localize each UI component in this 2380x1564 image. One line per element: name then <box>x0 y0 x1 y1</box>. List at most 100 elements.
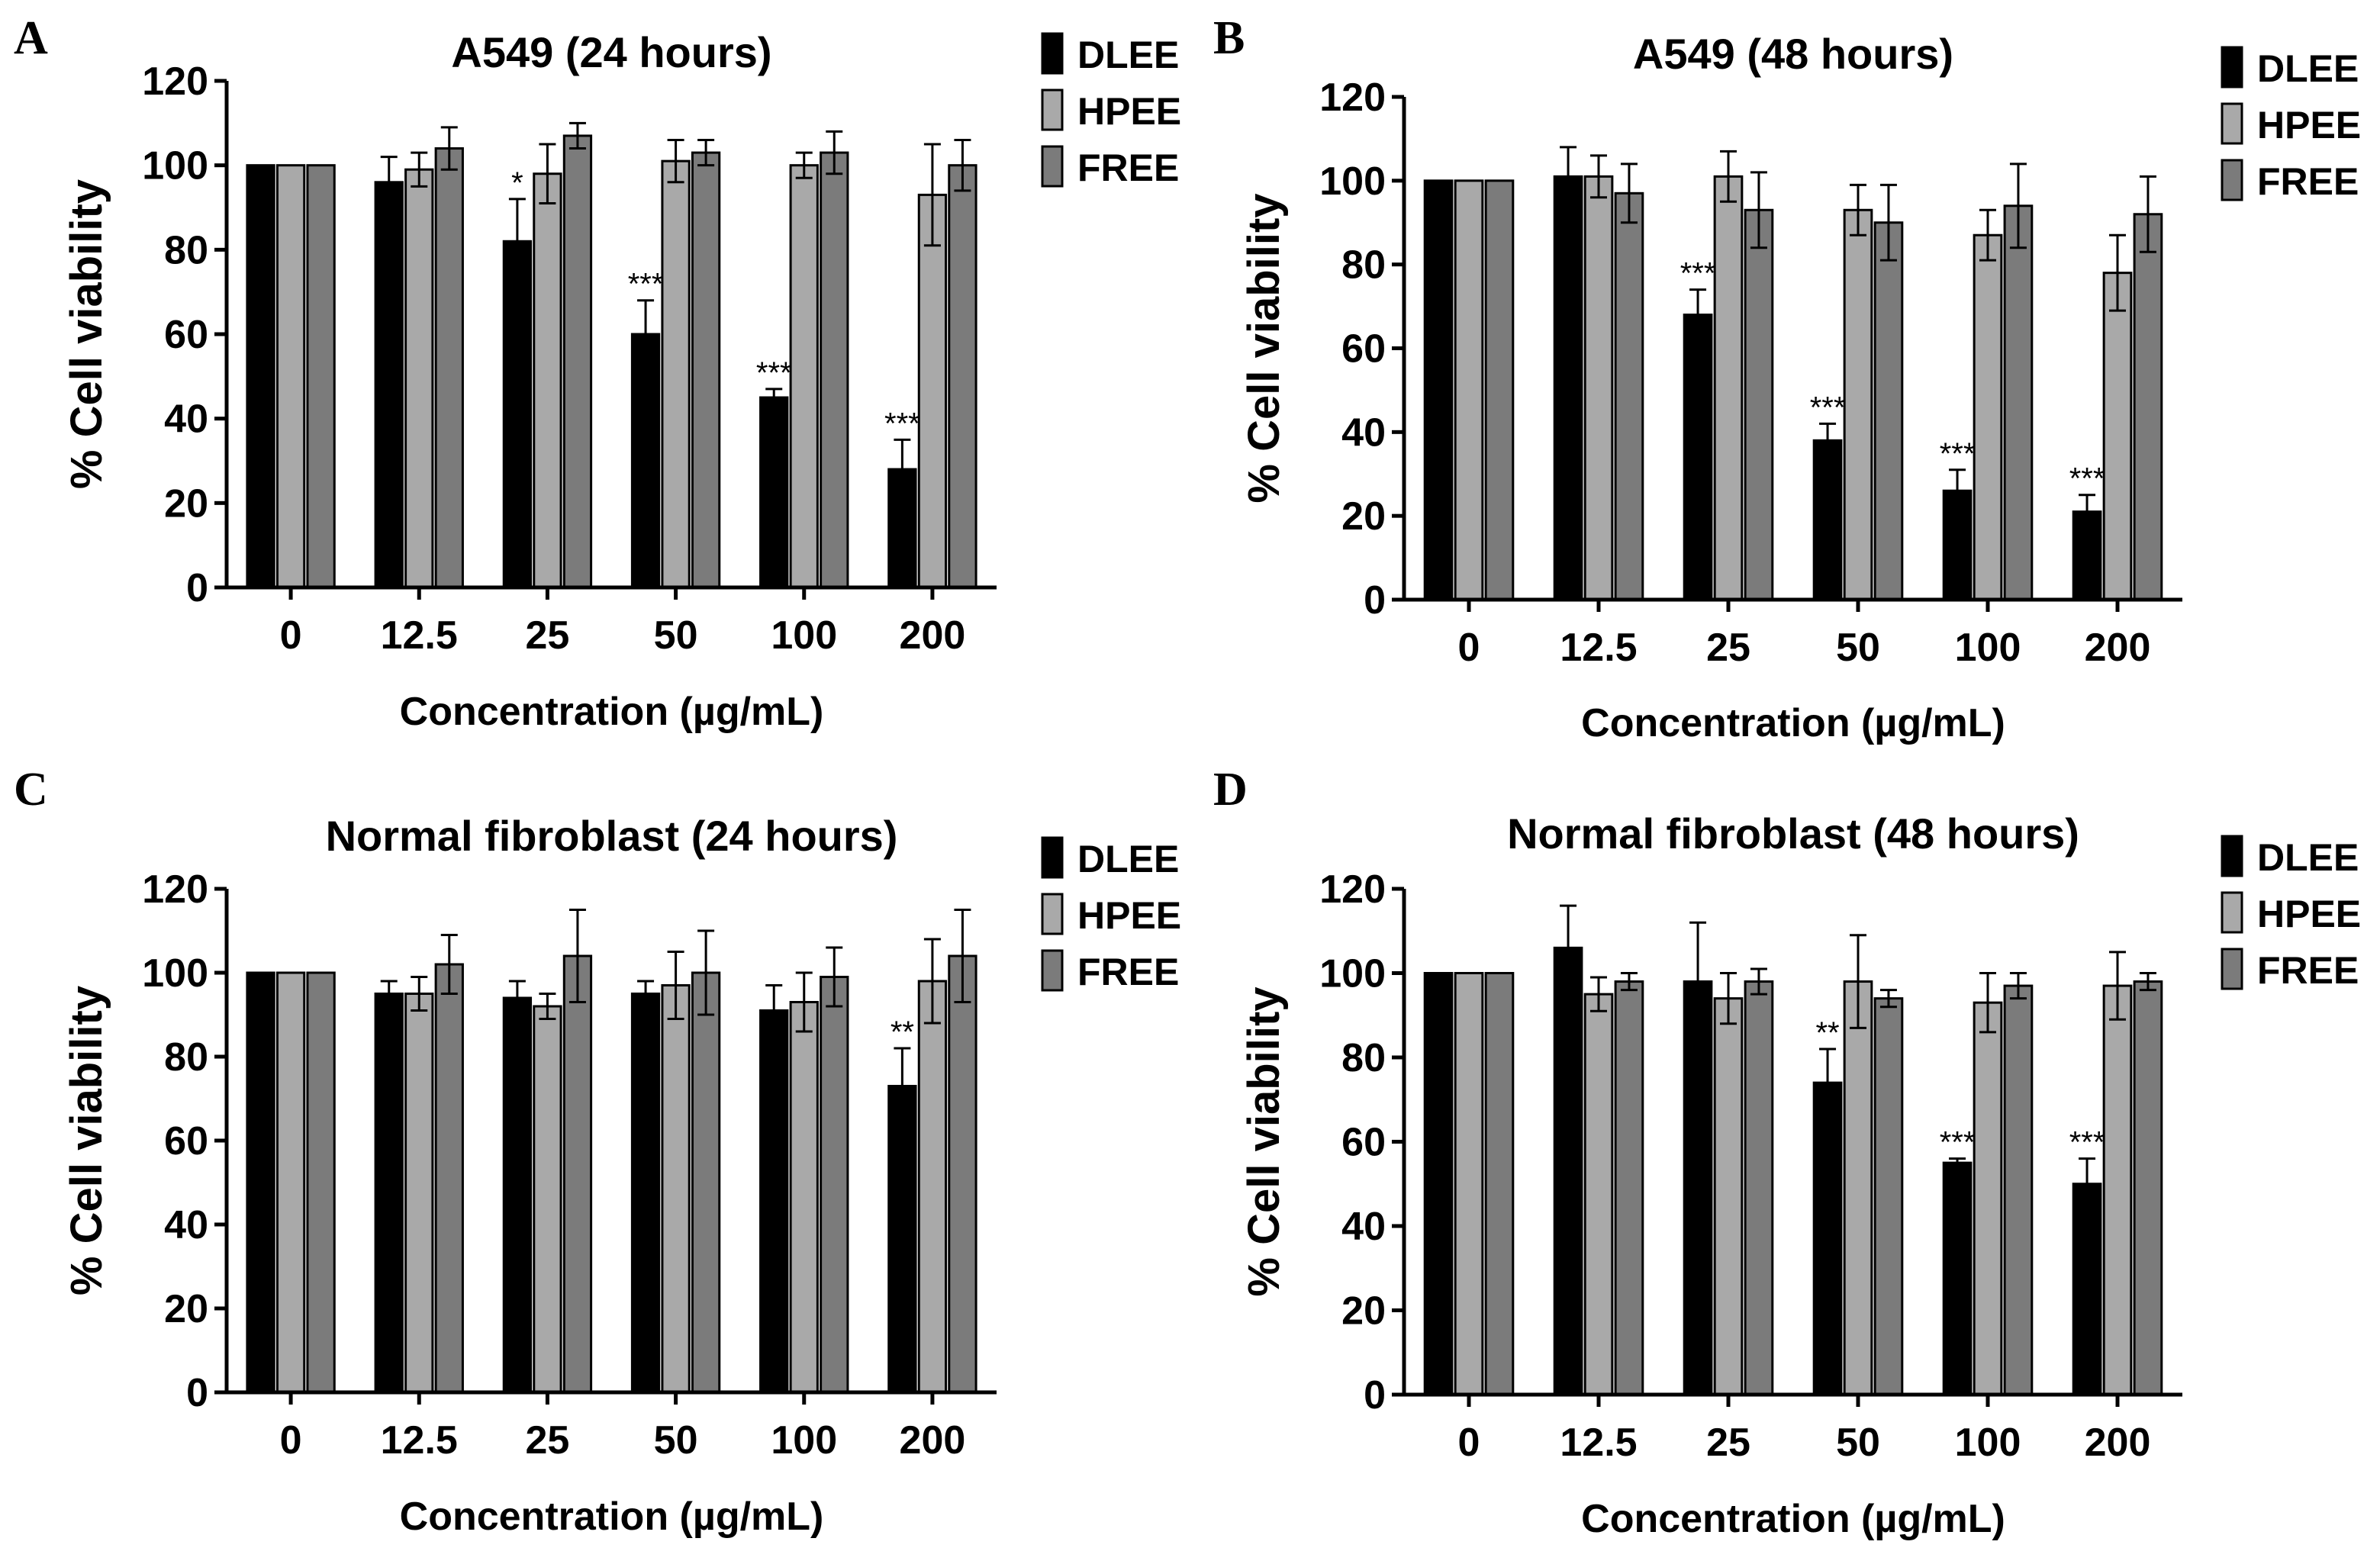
y-axis-label: % Cell viability <box>62 986 111 1295</box>
legend-label-dlee: DLEE <box>1077 34 1179 76</box>
bar-free-50 <box>1873 997 1904 1396</box>
bar-dlee-0 <box>246 164 275 589</box>
panel-letter: D <box>1213 764 1248 816</box>
bar-free-25 <box>562 134 593 589</box>
y-tick-label: 0 <box>1364 578 1386 623</box>
legend: DLEE HPEE FREE <box>2221 835 2361 992</box>
bar-dlee-12.5 <box>374 181 404 589</box>
y-tick-label: 100 <box>142 144 208 188</box>
y-tick-label: 0 <box>1364 1373 1386 1418</box>
legend-swatch-hpee <box>1041 893 1064 935</box>
bar-free-12.5 <box>1614 980 1644 1396</box>
x-tick-label: 25 <box>525 1418 569 1463</box>
y-tick-label: 0 <box>186 566 208 610</box>
bar-dlee-0 <box>1423 972 1454 1396</box>
x-tick-label: 100 <box>771 1418 837 1463</box>
y-tick-label: 120 <box>142 60 208 104</box>
bar-hpee-100 <box>1973 233 2003 601</box>
bar-free-0 <box>306 971 336 1394</box>
y-tick-label: 20 <box>164 1287 208 1331</box>
bar-hpee-50 <box>661 984 691 1394</box>
panel-letter: A <box>14 12 48 64</box>
y-tick-label: 40 <box>164 397 208 442</box>
x-tick-label: 0 <box>1458 626 1480 670</box>
bar-free-25 <box>1744 980 1774 1396</box>
bar-dlee-50 <box>1812 439 1843 601</box>
bar-hpee-200 <box>917 980 948 1394</box>
bar-free-50 <box>691 971 721 1394</box>
y-tick-label: 40 <box>164 1203 208 1247</box>
chart-title: Normal fibroblast (24 hours) <box>326 812 898 860</box>
legend-swatch-hpee <box>1041 88 1064 131</box>
x-tick-label: 12.5 <box>381 1418 458 1463</box>
significance-marker: *** <box>1680 257 1716 291</box>
y-tick-label: 80 <box>1341 243 1386 288</box>
bar-dlee-100 <box>759 1009 789 1394</box>
bar-hpee-25 <box>1713 997 1744 1396</box>
x-tick-label: 50 <box>1836 626 1880 670</box>
bar-hpee-12.5 <box>1583 175 1614 601</box>
bar-hpee-25 <box>1713 175 1744 601</box>
x-tick-label: 25 <box>1706 626 1750 670</box>
significance-marker: *** <box>1810 391 1846 424</box>
bar-dlee-25 <box>1683 314 1713 601</box>
panel-a: A A549 (24 hours) % Cell viability Concentr… <box>14 12 1181 734</box>
bar-hpee-50 <box>1843 208 1873 601</box>
bar-free-200 <box>2133 213 2163 601</box>
significance-marker: * <box>511 166 523 200</box>
bar-free-100 <box>2003 984 2034 1396</box>
significance-marker: ** <box>1815 1016 1839 1050</box>
y-tick-label: 60 <box>164 313 208 357</box>
x-tick-label: 0 <box>1458 1421 1480 1465</box>
bar-free-0 <box>1484 972 1515 1396</box>
x-tick-label: 50 <box>654 613 698 658</box>
bar-hpee-50 <box>661 159 691 589</box>
x-tick-label: 50 <box>654 1418 698 1463</box>
chart-title: A549 (48 hours) <box>1633 30 1953 78</box>
legend-swatch-free <box>2221 948 2243 990</box>
y-tick-label: 80 <box>164 228 208 272</box>
legend-label-dlee: DLEE <box>2257 836 2359 879</box>
bar-free-12.5 <box>434 147 464 589</box>
x-axis-label: Concentration (µg/mL) <box>400 1495 824 1539</box>
panel-b: B A549 (48 hours) % Cell viability Concentr… <box>1213 12 2361 745</box>
bar-hpee-100 <box>1973 1001 2003 1396</box>
bar-free-25 <box>562 954 593 1394</box>
legend-swatch-free <box>1041 949 1064 992</box>
x-tick-label: 100 <box>1955 626 2021 670</box>
x-tick-label: 200 <box>2085 1421 2151 1465</box>
bar-dlee-12.5 <box>374 993 404 1394</box>
panel-c: C Normal fibroblast (24 hours) % Cell viab… <box>14 764 1181 1539</box>
y-tick-label: 80 <box>164 1035 208 1080</box>
bar-free-100 <box>820 151 849 589</box>
bar-dlee-200 <box>887 1085 917 1394</box>
bar-hpee-200 <box>2102 272 2133 601</box>
bar-dlee-0 <box>1423 179 1454 601</box>
y-tick-label: 20 <box>1341 1289 1386 1334</box>
bar-hpee-0 <box>1454 179 1484 601</box>
significance-marker: *** <box>2069 1126 2105 1160</box>
bar-hpee-50 <box>1843 980 1873 1396</box>
x-tick-label: 25 <box>525 613 569 658</box>
x-tick-label: 0 <box>280 1418 302 1463</box>
bar-dlee-12.5 <box>1553 175 1583 601</box>
bar-dlee-200 <box>2072 1183 2102 1396</box>
bar-hpee-200 <box>917 193 948 589</box>
y-tick-label: 120 <box>1319 76 1386 120</box>
significance-marker: *** <box>2069 462 2105 496</box>
y-tick-label: 20 <box>1341 494 1386 539</box>
y-tick-label: 0 <box>186 1371 208 1415</box>
bar-free-200 <box>2133 980 2163 1396</box>
bar-dlee-25 <box>502 240 533 589</box>
x-tick-label: 12.5 <box>381 613 458 658</box>
panel-letter: B <box>1213 12 1245 64</box>
legend-swatch-dlee <box>1041 32 1064 75</box>
panel-letter: C <box>14 764 48 816</box>
legend: DLEE HPEE FREE <box>1041 836 1181 993</box>
legend-label-hpee: HPEE <box>1077 90 1181 133</box>
bar-dlee-100 <box>1942 1161 1973 1396</box>
bar-hpee-12.5 <box>404 993 434 1394</box>
bar-dlee-100 <box>759 396 789 589</box>
y-axis-label: % Cell viability <box>1239 193 1289 503</box>
